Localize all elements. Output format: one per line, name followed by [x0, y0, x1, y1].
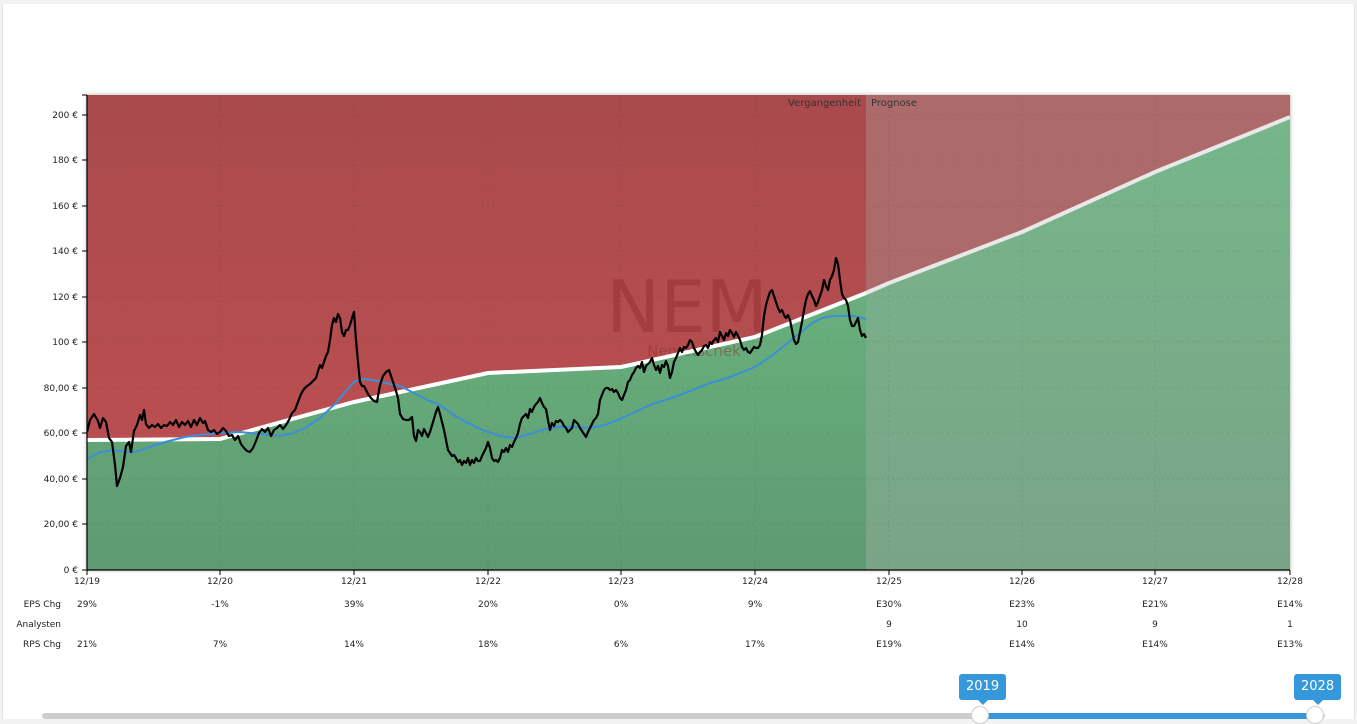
- svg-text:39%: 39%: [344, 600, 364, 610]
- svg-text:E23%: E23%: [1009, 600, 1035, 610]
- svg-text:100 €: 100 €: [52, 338, 78, 348]
- rps-change-row: RPS Chg 21% 7% 14% 18% 6% 17% E19% E14% …: [23, 640, 1303, 650]
- svg-text:9: 9: [1152, 620, 1158, 630]
- year-range-selected: [980, 713, 1317, 719]
- svg-text:12/22: 12/22: [475, 577, 501, 587]
- svg-text:Analysten: Analysten: [16, 620, 61, 630]
- svg-text:20,00 €: 20,00 €: [44, 520, 79, 530]
- svg-text:1: 1: [1287, 620, 1293, 630]
- svg-text:0%: 0%: [614, 600, 629, 610]
- eps-change-row: EPS Chg 29% -1% 39% 20% 0% 9% E30% E23% …: [24, 600, 1304, 610]
- svg-text:14%: 14%: [344, 640, 364, 650]
- svg-text:E14%: E14%: [1142, 640, 1168, 650]
- svg-text:E14%: E14%: [1277, 600, 1303, 610]
- svg-text:E14%: E14%: [1009, 640, 1035, 650]
- watermark-ticker: NEM: [606, 265, 767, 349]
- svg-text:9: 9: [886, 620, 892, 630]
- svg-text:21%: 21%: [77, 640, 97, 650]
- svg-text:40,00 €: 40,00 €: [44, 475, 79, 485]
- svg-text:EPS Chg: EPS Chg: [24, 600, 61, 610]
- x-axis-labels: 12/19 12/20 12/21 12/22 12/23 12/24 12/2…: [74, 577, 1303, 587]
- grid-lines: [87, 95, 1290, 570]
- undervalued-area-forecast: [866, 117, 1290, 570]
- range-start-handle[interactable]: [971, 706, 989, 724]
- range-start-label: 2019: [959, 674, 1007, 705]
- svg-text:160 €: 160 €: [52, 202, 78, 212]
- range-end-handle[interactable]: [1306, 706, 1324, 724]
- svg-text:20%: 20%: [478, 600, 498, 610]
- x-axis-ticks: [86, 570, 1291, 575]
- svg-text:6%: 6%: [614, 640, 629, 650]
- svg-text:120 €: 120 €: [52, 293, 78, 303]
- svg-text:E21%: E21%: [1142, 600, 1168, 610]
- svg-text:12/20: 12/20: [207, 577, 233, 587]
- range-end-label: 2028: [1294, 674, 1342, 705]
- svg-text:12/25: 12/25: [876, 577, 902, 587]
- analyst-count-row: Analysten 9 10 9 1: [16, 620, 1293, 630]
- svg-text:E19%: E19%: [876, 640, 902, 650]
- svg-text:12/24: 12/24: [742, 577, 768, 587]
- svg-text:80,00 €: 80,00 €: [44, 384, 79, 394]
- y-axis-ticks: [82, 114, 87, 571]
- svg-text:7%: 7%: [213, 640, 228, 650]
- svg-text:60,00 €: 60,00 €: [44, 429, 79, 439]
- svg-text:18%: 18%: [478, 640, 498, 650]
- svg-text:180 €: 180 €: [52, 156, 78, 166]
- fair-value-line-past: [87, 291, 867, 442]
- svg-text:0 €: 0 €: [64, 566, 79, 576]
- svg-text:-1%: -1%: [211, 600, 229, 610]
- svg-text:29%: 29%: [77, 600, 97, 610]
- svg-text:9%: 9%: [748, 600, 763, 610]
- undervalued-area-past: [87, 293, 866, 570]
- year-range-slider-track[interactable]: [42, 713, 1325, 719]
- svg-text:10: 10: [1016, 620, 1028, 630]
- past-region-label: Vergangenheit: [788, 98, 861, 109]
- svg-text:12/19: 12/19: [74, 577, 100, 587]
- svg-text:200 €: 200 €: [52, 111, 78, 121]
- svg-text:12/26: 12/26: [1009, 577, 1035, 587]
- svg-text:12/23: 12/23: [608, 577, 634, 587]
- svg-text:17%: 17%: [745, 640, 765, 650]
- price-line: [87, 256, 867, 488]
- svg-text:12/28: 12/28: [1277, 577, 1303, 587]
- forecast-region-label: Prognose: [871, 98, 917, 109]
- moving-average-line: [87, 315, 867, 460]
- svg-text:12/27: 12/27: [1142, 577, 1168, 587]
- svg-text:RPS Chg: RPS Chg: [23, 640, 61, 650]
- svg-text:E13%: E13%: [1277, 640, 1303, 650]
- svg-text:E30%: E30%: [876, 600, 902, 610]
- svg-text:12/21: 12/21: [341, 577, 367, 587]
- svg-text:140 €: 140 €: [52, 247, 78, 257]
- fair-value-line-forecast: [865, 115, 1290, 295]
- y-axis-labels: 0 € 20,00 € 40,00 € 60,00 € 80,00 € 100 …: [44, 111, 79, 576]
